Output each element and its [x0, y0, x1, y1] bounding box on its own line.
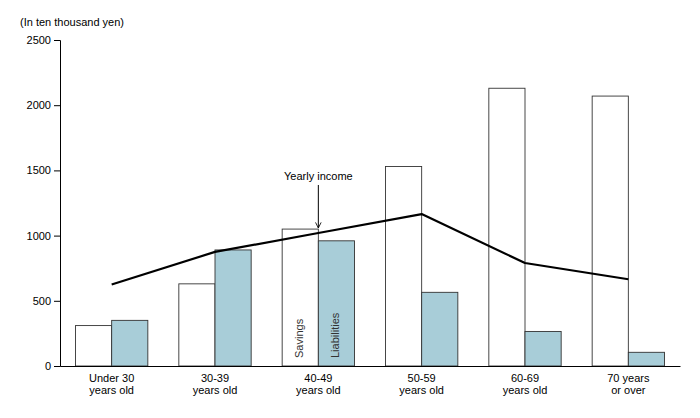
- bar: [179, 284, 215, 366]
- x-tick: Under 30years old: [89, 372, 134, 397]
- x-tick: 60-69years old: [503, 372, 548, 397]
- x-tick-label: 70 yearsor over: [607, 372, 650, 397]
- x-tick-label-line: Under 30: [89, 372, 134, 384]
- y-tick: 1000: [27, 230, 60, 242]
- x-tick-label-line: years old: [89, 384, 134, 396]
- y-tick-label: 2000: [27, 99, 51, 111]
- y-tick-mark: [54, 366, 60, 367]
- x-tick-label-line: years old: [399, 384, 444, 396]
- y-tick-mark: [54, 301, 60, 302]
- x-tick-label-line: 70 years: [607, 372, 650, 384]
- y-tick-mark: [54, 105, 60, 106]
- series-label: Savings: [293, 318, 305, 358]
- x-tick-label-line: 50-59: [408, 372, 436, 384]
- plot-marks: [76, 88, 665, 366]
- y-axis-line: [54, 41, 61, 367]
- annotation-arrow: [318, 185, 319, 228]
- bar: [628, 352, 664, 366]
- bar: [318, 241, 354, 366]
- bar: [215, 250, 251, 366]
- bar-series: [112, 241, 665, 366]
- x-axis: Under 30years old30-39years old40-49year…: [61, 367, 681, 397]
- x-tick: 30-39years old: [193, 372, 238, 397]
- y-axis: 0 500 1000 1500 2000 2500: [27, 34, 61, 372]
- y-tick-label: 1500: [27, 164, 51, 176]
- bar: [282, 229, 318, 366]
- bar: [592, 96, 628, 366]
- bar: [525, 331, 561, 366]
- x-tick: 50-59years old: [399, 372, 444, 397]
- bar: [489, 88, 525, 366]
- line: [112, 214, 629, 284]
- texts: (In ten thousand yen) Savings Liabilities Y…: [20, 16, 353, 358]
- y-tick-label: 2500: [27, 34, 51, 46]
- bar: [422, 292, 458, 366]
- x-tick-label-line: 60-69: [511, 372, 539, 384]
- y-tick: 500: [33, 295, 60, 307]
- bar: [386, 166, 422, 366]
- y-tick: 0: [45, 360, 60, 372]
- y-tick-mark: [54, 40, 60, 41]
- series-label: Liabilities: [329, 312, 341, 358]
- x-tick-label: 60-69years old: [503, 372, 548, 397]
- chart: 05001000150020002500Under 30years old30-…: [0, 0, 700, 418]
- x-tick-label: 50-59years old: [399, 372, 444, 397]
- x-axis-line: [61, 366, 681, 367]
- x-tick-label-line: 40-49: [304, 372, 332, 384]
- bar: [112, 320, 148, 366]
- y-tick-label: 1000: [27, 230, 51, 242]
- y-tick-mark: [54, 236, 60, 237]
- x-tick-label-line: years old: [503, 384, 548, 396]
- y-tick-label: 500: [33, 295, 51, 307]
- x-tick-label: 30-39years old: [193, 372, 238, 397]
- bar-series: [76, 88, 629, 366]
- x-tick: 70 yearsor over: [607, 372, 650, 397]
- x-tick-label: 40-49years old: [296, 372, 341, 397]
- y-tick-mark: [54, 170, 60, 171]
- x-tick-label-line: years old: [193, 384, 238, 396]
- y-axis-title: (In ten thousand yen): [20, 16, 124, 28]
- y-tick: 2000: [27, 99, 60, 111]
- x-tick-label-line: years old: [296, 384, 341, 396]
- x-tick-label-line: or over: [611, 384, 646, 396]
- annotation: Yearly income: [284, 170, 353, 182]
- x-tick-label: Under 30years old: [89, 372, 134, 397]
- x-tick-label-line: 30-39: [201, 372, 229, 384]
- bar: [76, 326, 112, 366]
- y-tick: 1500: [27, 164, 60, 176]
- y-tick: 2500: [27, 34, 60, 46]
- y-tick-label: 0: [45, 360, 51, 372]
- x-tick: 40-49years old: [296, 372, 341, 397]
